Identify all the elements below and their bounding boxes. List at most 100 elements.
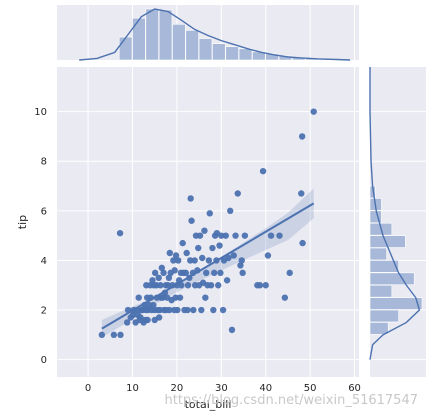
data-point [259,167,267,175]
data-point [164,282,172,289]
watermark-text: https://blog.csdn.net/weixin_51617547 [164,393,418,408]
y-tick-label: 6 [41,206,47,217]
data-point [281,294,289,301]
regression-line [101,202,315,330]
x-tick-label: 60 [348,383,361,394]
top-histogram-bar [158,9,173,61]
top-histogram-bar [238,48,253,61]
right-histogram-bar [369,272,415,286]
data-point [190,306,197,314]
data-point [238,257,245,264]
data-point [210,306,217,314]
top-histogram-bar [172,23,186,61]
data-point [298,133,306,140]
data-point [232,232,239,239]
data-point [129,311,137,319]
x-tick-label: 40 [259,383,272,394]
data-point [222,232,229,239]
x-tick-label: 50 [304,383,317,394]
data-point [157,282,164,289]
top-histogram-bar [145,8,159,61]
data-point [117,331,124,339]
data-point [267,232,275,239]
data-point [116,229,124,237]
right-histogram-bar [369,260,399,273]
data-point [184,282,192,289]
data-point [203,269,210,277]
x-tick-label: 10 [126,383,139,394]
data-point [151,269,159,277]
data-point [262,282,269,289]
data-point [218,232,225,239]
data-point [179,239,186,247]
data-point [137,314,144,321]
data-point [135,294,142,301]
data-point [310,108,317,115]
data-point [110,331,118,339]
top-histogram-bar [132,17,146,61]
data-point [187,195,194,202]
data-point [207,282,215,289]
data-point [216,242,223,249]
data-point [286,269,293,277]
data-point [172,252,180,259]
data-point [149,277,156,284]
y-tick-label: 10 [34,107,47,118]
data-point [155,314,163,321]
right-histogram-bar [369,309,399,323]
data-point [196,232,204,239]
data-point [234,190,241,197]
data-point [195,244,202,252]
top-kde-curve [79,8,351,61]
top-histogram-bar [212,43,226,61]
data-point [202,294,209,301]
data-point [165,274,173,281]
right-histogram-bar [369,297,423,310]
data-point [228,326,236,334]
data-point [158,264,166,272]
data-point [174,306,181,314]
data-point [172,294,179,301]
data-point [155,274,162,281]
data-point [160,269,167,277]
data-point [219,306,227,314]
data-point [199,254,206,262]
data-point [241,232,249,239]
data-point [217,269,224,277]
data-point [144,316,151,324]
right-kde-curve [369,67,421,360]
data-point [227,207,234,215]
y-tick-label: 2 [41,306,47,317]
data-point [166,306,173,314]
data-point [182,269,189,277]
data-point [187,257,194,264]
top-histogram-bar [185,30,199,61]
x-axis-label: total_bill [185,398,232,411]
data-point [205,257,213,264]
top-marginal-panel [57,5,359,61]
data-point [276,232,283,239]
data-point [215,282,222,289]
top-histogram-bar [118,36,133,61]
data-point [198,306,205,314]
top-histogram-bar [198,38,213,61]
x-tick-label: 30 [215,383,228,394]
data-point [150,301,157,309]
data-point [191,257,198,264]
data-point [159,294,166,301]
y-tick-label: 0 [41,355,47,366]
data-point [98,331,106,339]
y-tick-label: 4 [41,256,47,267]
data-point [256,282,264,289]
right-histogram-bar [369,210,382,224]
right-marginal-panel [369,67,426,377]
data-point [225,254,232,262]
data-point [264,252,272,259]
data-point [211,269,218,277]
data-point [299,239,306,247]
data-point [170,257,177,264]
data-point [239,269,246,277]
data-point [206,210,213,217]
data-point [176,294,184,301]
